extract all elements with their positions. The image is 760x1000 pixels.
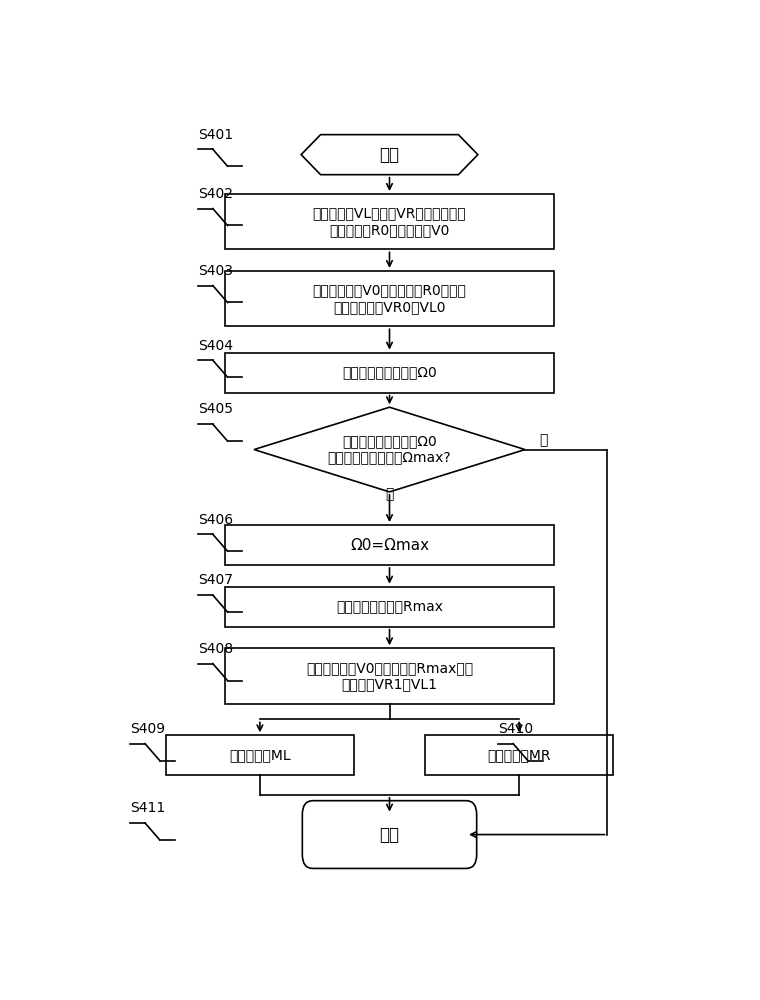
FancyBboxPatch shape [225, 353, 555, 393]
FancyBboxPatch shape [225, 525, 555, 565]
Text: S401: S401 [198, 128, 233, 142]
Text: S409: S409 [131, 722, 166, 736]
Text: S404: S404 [198, 339, 233, 353]
Text: 否: 否 [540, 433, 548, 447]
Text: S403: S403 [198, 264, 233, 278]
Text: S402: S402 [198, 187, 233, 201]
Text: 右驱动电机MR: 右驱动电机MR [487, 748, 551, 762]
FancyBboxPatch shape [225, 587, 555, 627]
Text: S410: S410 [499, 722, 534, 736]
Text: 读取左轮速VL右轮速VR、操纵手柄目
标转向半径R0、目标车速V0: 读取左轮速VL右轮速VR、操纵手柄目 标转向半径R0、目标车速V0 [312, 207, 467, 237]
FancyBboxPatch shape [225, 648, 555, 704]
Text: Ω0=Ωmax: Ω0=Ωmax [350, 538, 429, 553]
Text: 是: 是 [385, 487, 394, 501]
FancyBboxPatch shape [166, 735, 354, 775]
Text: 结束: 结束 [379, 826, 400, 844]
Polygon shape [301, 135, 478, 175]
Text: S405: S405 [198, 402, 233, 416]
FancyBboxPatch shape [225, 194, 555, 249]
Text: 计算最大允许半径Rmax: 计算最大允许半径Rmax [336, 600, 443, 614]
Text: 计算目标车速V0、转弯半径Rmax时左
右轮轮速VR1、VL1: 计算目标车速V0、转弯半径Rmax时左 右轮轮速VR1、VL1 [306, 661, 473, 691]
Text: 判断目标横摆角速度Ω0
是否大于最大允许值Ωmax?: 判断目标横摆角速度Ω0 是否大于最大允许值Ωmax? [328, 434, 451, 465]
Text: S411: S411 [131, 801, 166, 815]
Text: 计算目标车速V0且转弯半径R0时，左
轮、右轮轮速VR0、VL0: 计算目标车速V0且转弯半径R0时，左 轮、右轮轮速VR0、VL0 [312, 284, 467, 314]
FancyBboxPatch shape [302, 801, 477, 868]
Text: 开始: 开始 [379, 146, 400, 164]
Text: 左驱动电机ML: 左驱动电机ML [229, 748, 291, 762]
FancyBboxPatch shape [225, 271, 555, 326]
Text: S406: S406 [198, 513, 233, 527]
Text: S408: S408 [198, 642, 233, 656]
Text: S407: S407 [198, 573, 233, 587]
FancyBboxPatch shape [425, 735, 613, 775]
Polygon shape [254, 407, 525, 492]
Text: 计算目标横摆角速度Ω0: 计算目标横摆角速度Ω0 [342, 366, 437, 380]
